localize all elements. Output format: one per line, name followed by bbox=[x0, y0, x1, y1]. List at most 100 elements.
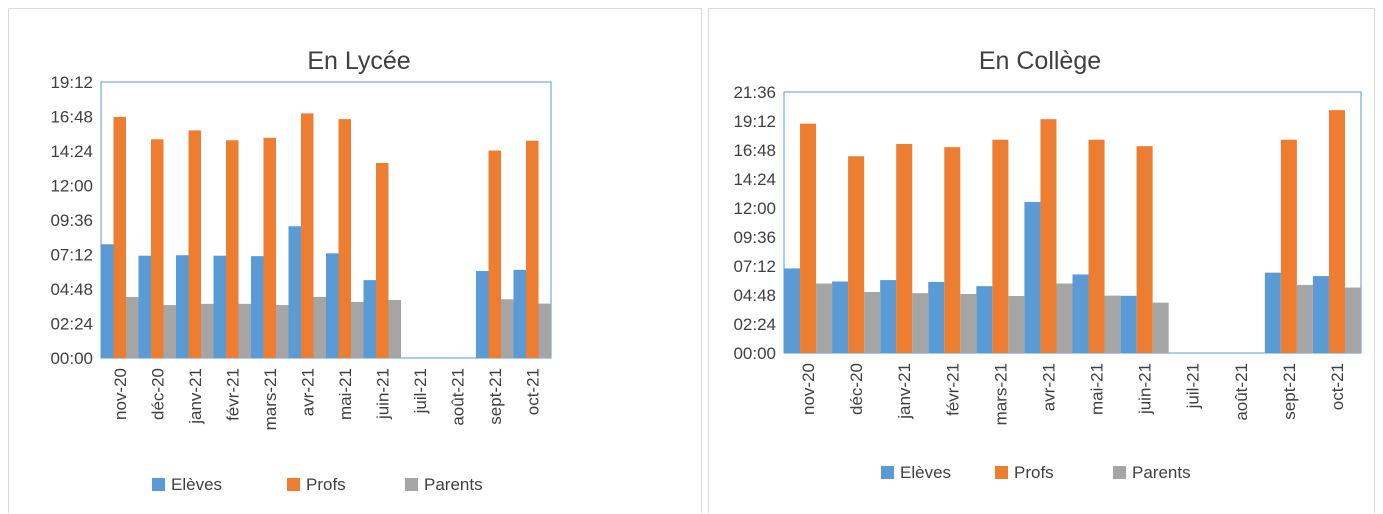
x-category-label: avr-21 bbox=[298, 368, 317, 416]
x-category-label: juin-21 bbox=[1136, 363, 1155, 415]
bar-eleves bbox=[784, 268, 801, 353]
bar-parents bbox=[1104, 295, 1121, 353]
bar-parents bbox=[912, 293, 929, 353]
bar-eleves bbox=[288, 226, 301, 358]
bar-parents bbox=[1296, 284, 1313, 353]
bar-eleves bbox=[928, 281, 945, 353]
bar-profs bbox=[301, 113, 314, 359]
bar-parents bbox=[238, 303, 251, 358]
bar-eleves bbox=[251, 256, 264, 358]
y-tick-label: 12:00 bbox=[733, 199, 776, 218]
legend-label-eleves: Elèves bbox=[900, 463, 951, 482]
bar-profs bbox=[488, 150, 501, 358]
bar-eleves bbox=[832, 281, 849, 353]
chart-title: En Lycée bbox=[307, 47, 410, 75]
x-category-label: juin-21 bbox=[373, 368, 392, 420]
y-tick-label: 12:00 bbox=[50, 177, 93, 196]
legend-label-parents: Parents bbox=[1132, 463, 1191, 482]
bar-profs bbox=[526, 140, 539, 358]
bar-profs bbox=[1328, 110, 1345, 353]
bar-eleves bbox=[213, 255, 226, 358]
y-tick-label: 09:36 bbox=[50, 211, 93, 230]
legend-swatch-eleves bbox=[152, 478, 165, 491]
x-category-label: févr-21 bbox=[943, 363, 962, 416]
chart-panel-college: En Collège 00:00 02:24 04:48 07:12 09:36 12:00… bbox=[708, 8, 1375, 513]
y-tick-label: 16:48 bbox=[50, 108, 93, 127]
bar-parents bbox=[163, 305, 176, 358]
legend-label-eleves: Elèves bbox=[171, 475, 222, 494]
bar-parents bbox=[960, 293, 977, 353]
bar-eleves bbox=[326, 253, 339, 358]
chart-panel-lycee: En Lycée 00:00 02:24 04:48 07:12 09:36 12:00 14… bbox=[8, 8, 702, 513]
x-category-label: sept-21 bbox=[1280, 363, 1299, 420]
bar-profs bbox=[151, 139, 164, 358]
y-tick-label: 07:12 bbox=[733, 257, 776, 276]
y-tick-label: 07:12 bbox=[50, 246, 93, 265]
legend-swatch-profs bbox=[287, 478, 300, 491]
bar-eleves bbox=[513, 269, 526, 358]
legend-swatch-parents bbox=[1113, 466, 1126, 479]
bar-eleves bbox=[476, 271, 489, 358]
bar-parents bbox=[313, 296, 326, 358]
bar-profs bbox=[376, 162, 389, 358]
bar-parents bbox=[388, 300, 401, 358]
y-tick-label: 04:48 bbox=[733, 286, 776, 305]
bar-parents bbox=[276, 305, 289, 358]
bar-parents bbox=[864, 291, 881, 353]
bar-parents bbox=[501, 299, 514, 358]
legend-label-profs: Profs bbox=[1014, 463, 1054, 482]
x-category-label: avr-21 bbox=[1039, 363, 1058, 411]
bar-parents bbox=[538, 303, 551, 358]
y-tick-label: 02:24 bbox=[50, 315, 93, 334]
bar-eleves bbox=[363, 280, 376, 358]
y-tick-label: 19:12 bbox=[733, 112, 776, 131]
y-tick-label: 19:12 bbox=[50, 73, 93, 92]
x-category-label: déc-20 bbox=[148, 368, 167, 420]
bar-parents bbox=[816, 283, 833, 353]
bar-parents bbox=[1344, 287, 1361, 353]
legend-swatch-eleves bbox=[881, 466, 894, 479]
x-category-label: mai-21 bbox=[1088, 363, 1107, 415]
x-category-label: déc-20 bbox=[847, 363, 866, 415]
x-category-label: févr-21 bbox=[223, 368, 242, 421]
bar-parents bbox=[201, 303, 214, 358]
x-category-label: janv-21 bbox=[186, 368, 205, 425]
chart-title: En Collège bbox=[979, 47, 1101, 75]
bar-profs bbox=[1040, 119, 1057, 353]
x-category-label: mars-21 bbox=[991, 363, 1010, 425]
y-tick-label: 14:24 bbox=[50, 142, 93, 161]
bar-eleves bbox=[1072, 274, 1089, 353]
y-tick-label: 16:48 bbox=[733, 141, 776, 160]
bar-profs bbox=[226, 140, 239, 358]
x-category-label: juil-21 bbox=[411, 368, 430, 414]
bar-profs bbox=[848, 156, 865, 353]
x-category-label: janv-21 bbox=[895, 363, 914, 420]
bar-eleves bbox=[138, 255, 151, 358]
bar-profs bbox=[113, 116, 126, 359]
bar-profs bbox=[944, 147, 961, 353]
bar-eleves bbox=[976, 286, 993, 353]
y-tick-label: 21:36 bbox=[733, 83, 776, 102]
x-category-label: oct-21 bbox=[1328, 363, 1347, 410]
bar-profs bbox=[992, 139, 1009, 353]
x-category-label: sept-21 bbox=[486, 368, 505, 425]
x-category-label: nov-20 bbox=[799, 363, 818, 415]
legend-swatch-profs bbox=[995, 466, 1008, 479]
y-tick-label: 00:00 bbox=[733, 344, 776, 363]
bar-profs bbox=[1280, 139, 1297, 353]
x-category-label: oct-21 bbox=[523, 368, 542, 415]
y-tick-label: 04:48 bbox=[50, 280, 93, 299]
legend-swatch-parents bbox=[405, 478, 418, 491]
bar-parents bbox=[1152, 302, 1169, 353]
x-category-label: mars-21 bbox=[261, 368, 280, 430]
x-category-label: août-21 bbox=[1232, 363, 1251, 421]
bar-profs bbox=[1088, 139, 1105, 353]
y-tick-label: 02:24 bbox=[733, 315, 776, 334]
bar-profs bbox=[800, 123, 817, 353]
x-category-label: mai-21 bbox=[336, 368, 355, 420]
x-category-label: nov-20 bbox=[111, 368, 130, 420]
bar-profs bbox=[1136, 146, 1153, 353]
bar-parents bbox=[126, 296, 139, 358]
chart-college: En Collège 00:00 02:24 04:48 07:12 09:36 12:00… bbox=[733, 47, 1362, 482]
bar-profs bbox=[263, 137, 276, 358]
